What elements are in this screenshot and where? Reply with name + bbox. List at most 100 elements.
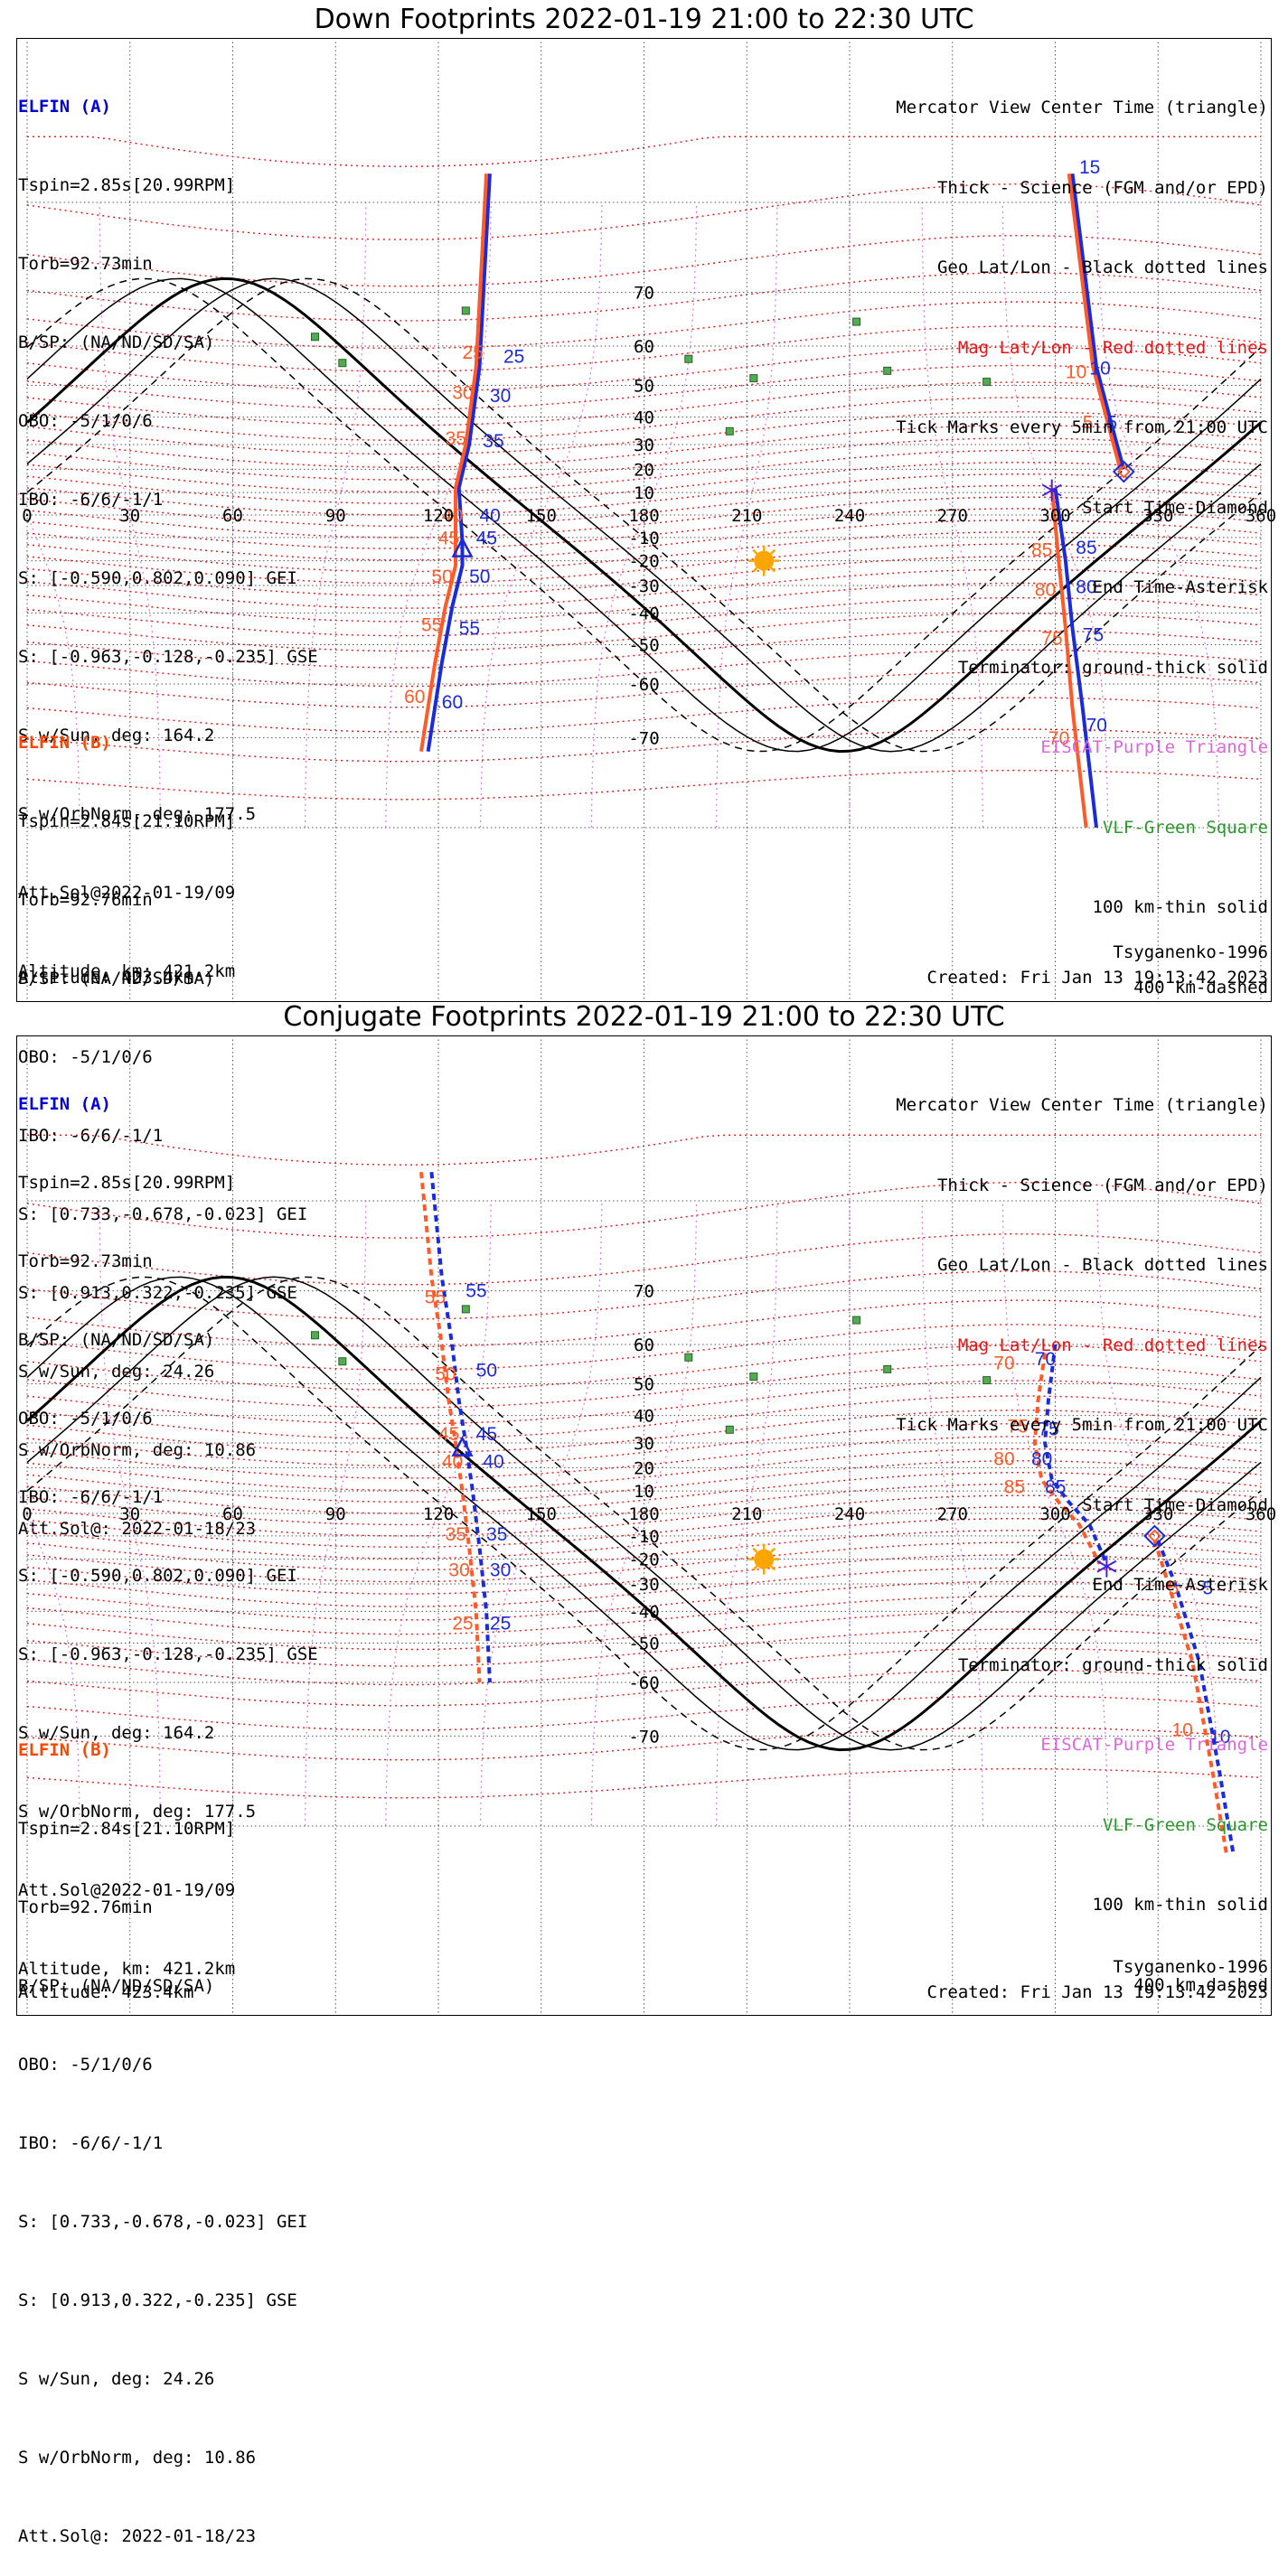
end-time-asterisk-icon xyxy=(1096,1560,1117,1573)
elfin-a-info: ELFIN (A) Tspin=2.85s[20.99RPM] Torb=92.… xyxy=(18,1039,318,2009)
legend-line: Tick Marks every 5min from 21:00 UTC xyxy=(896,417,1268,437)
latitude-label: 20 xyxy=(634,1458,654,1478)
info-line: Torb=92.76min xyxy=(18,890,153,910)
vlf-station-marker xyxy=(883,366,892,375)
elfin-a-tick-label: 25 xyxy=(490,1614,511,1635)
elfin-a-tick-label: 80 xyxy=(1076,577,1096,598)
vlf-station-marker xyxy=(852,317,861,326)
created-timestamp: Created: Fri Jan 13 19:13:42 2023 xyxy=(926,968,1269,988)
legend-line: Mag Lat/Lon - Red dotted lines xyxy=(957,1335,1268,1355)
elfin-a-tick-label: 80 xyxy=(1031,1449,1052,1470)
info-line: B/SP: (NA/ND/SD/SA) xyxy=(18,1976,215,1996)
info-line: S w/OrbNorm, deg: 177.5 xyxy=(18,804,257,824)
info-line: S: [-0.963,-0.128,-0.235] GSE xyxy=(18,647,318,667)
info-line: S: [0.913,0.322,-0.235] GSE xyxy=(18,2290,297,2310)
latitude-label: -70 xyxy=(628,728,659,748)
info-line: OBO: -5/1/0/6 xyxy=(18,411,153,431)
elfin-b-tick-label: 70 xyxy=(993,1353,1014,1373)
info-line: Att.Sol@: 2022-01-18/23 xyxy=(18,1519,257,1539)
elfin-b-tick-label: 45 xyxy=(438,529,459,549)
mag-lat-line xyxy=(26,437,1262,481)
longitude-label: 150 xyxy=(526,1504,557,1524)
legend-line: Thick - Science (FGM and/or EPD) xyxy=(936,177,1268,198)
elfin-b-tick-label: 40 xyxy=(442,505,463,526)
elfin-a-tick-label: 30 xyxy=(490,1560,511,1581)
terminator-400km xyxy=(26,1276,1262,1751)
elfin-a-tick-label: 35 xyxy=(486,1524,507,1545)
legend-line: 100 km-thin solid xyxy=(1092,897,1268,917)
terminator-100km xyxy=(26,1276,1262,1751)
legend-line: End Time-Asterisk xyxy=(1092,1575,1268,1595)
info-line: B/SP: (NA/ND/SD/SA) xyxy=(18,1330,215,1350)
elfin-b-tick-label: 70 xyxy=(1048,728,1069,749)
elfin-a-tick-label: 50 xyxy=(476,1361,497,1382)
elfin-a-track xyxy=(1043,1344,1109,1565)
elfin-a-tick-label: 30 xyxy=(490,386,511,407)
mag-lat-line xyxy=(26,1647,1262,1686)
longitude-label: 60 xyxy=(222,506,243,526)
latitude-label: 50 xyxy=(634,1374,654,1394)
elfin-b-tick-label: 60 xyxy=(404,687,425,707)
info-line: B/SP: (NA/ND/SD/SA) xyxy=(18,969,215,988)
latitude-label: 10 xyxy=(634,1482,654,1502)
longitude-label: 150 xyxy=(526,506,557,526)
vlf-station-marker xyxy=(725,426,734,436)
legend-line: EISCAT-Purple Triangle xyxy=(1040,1735,1268,1755)
elfin-b-track xyxy=(1032,1353,1102,1565)
elfin-a-tick-label: 70 xyxy=(1035,1349,1056,1370)
elfin-b-tick-label: 80 xyxy=(1035,580,1056,601)
info-line: IBO: -6/6/-1/1 xyxy=(18,2133,164,2153)
latitude-label: -20 xyxy=(628,1550,659,1570)
sun-ray xyxy=(752,567,758,573)
legend-line: Terminator: ground-thick solid xyxy=(957,657,1268,678)
elfin-b-tick-label: 50 xyxy=(431,567,452,587)
elfin-a-header: ELFIN (A) xyxy=(18,97,111,117)
sun-ray xyxy=(770,567,776,573)
vlf-station-marker xyxy=(338,1357,347,1366)
elfin-a-tick-label: 55 xyxy=(465,1281,486,1302)
info-line: IBO: -6/6/-1/1 xyxy=(18,490,164,510)
latitude-label: -60 xyxy=(628,675,659,695)
vlf-station-marker xyxy=(982,378,992,387)
mag-lon-line xyxy=(921,1201,983,1826)
legend-line: End Time-Asterisk xyxy=(1092,577,1268,597)
legend-line: EISCAT-Purple Triangle xyxy=(1040,737,1268,757)
sun-ray xyxy=(752,1547,758,1553)
model-label: Tsyganenko-1996 xyxy=(1113,1957,1268,1977)
info-line: Torb=92.73min xyxy=(18,1251,153,1271)
altitude-footer: Altitude: 423.4km xyxy=(18,1982,194,2002)
terminator-400km xyxy=(26,277,1262,753)
elfin-a-tick-label: 75 xyxy=(1039,1419,1059,1439)
legend-line: Tick Marks every 5min from 21:00 UTC xyxy=(896,1415,1268,1435)
info-line: OBO: -5/1/0/6 xyxy=(18,2055,153,2075)
elfin-b-tick-label: 5 xyxy=(1083,412,1094,433)
start-time-diamond-icon xyxy=(1116,464,1131,479)
start-time-diamond-icon xyxy=(1143,1524,1166,1548)
latitude-label: 60 xyxy=(634,337,654,357)
panel-title: Down Footprints 2022-01-19 21:00 to 22:3… xyxy=(314,4,974,35)
vlf-station-marker xyxy=(982,1376,992,1385)
mag-lon-line xyxy=(479,202,603,828)
latitude-label: -50 xyxy=(628,1635,659,1654)
center-time-triangle-icon xyxy=(451,536,474,557)
elfin-b-track xyxy=(1049,487,1088,829)
legend-line: VLF-Green Square xyxy=(1102,817,1268,838)
info-line: Tspin=2.84s[21.10RPM] xyxy=(18,811,236,831)
latitude-label: 40 xyxy=(634,1407,654,1427)
info-line: Att.Sol@2022-01-19/09 xyxy=(18,883,236,903)
legend-line: Mercator View Center Time (triangle) xyxy=(896,1095,1268,1115)
elfin-b-track xyxy=(1067,173,1123,470)
latitude-label: -10 xyxy=(628,529,659,548)
elfin-a-tick-label: 45 xyxy=(476,1424,497,1445)
elfin-a-tick-label: 75 xyxy=(1083,625,1104,646)
info-line: S w/OrbNorm, deg: 10.86 xyxy=(18,2448,257,2468)
mag-lat-line xyxy=(26,697,1262,733)
longitude-label: 60 xyxy=(222,1504,243,1524)
longitude-label: 180 xyxy=(628,506,659,526)
elfin-b-tick-label: 75 xyxy=(1007,1416,1028,1437)
mag-lat-line xyxy=(26,728,1262,763)
longitude-label: 120 xyxy=(423,506,454,526)
latitude-label: -70 xyxy=(628,1727,659,1747)
info-line: S: [-0.963,-0.128,-0.235] GSE xyxy=(18,1644,318,1664)
terminator-100km xyxy=(26,277,1262,753)
